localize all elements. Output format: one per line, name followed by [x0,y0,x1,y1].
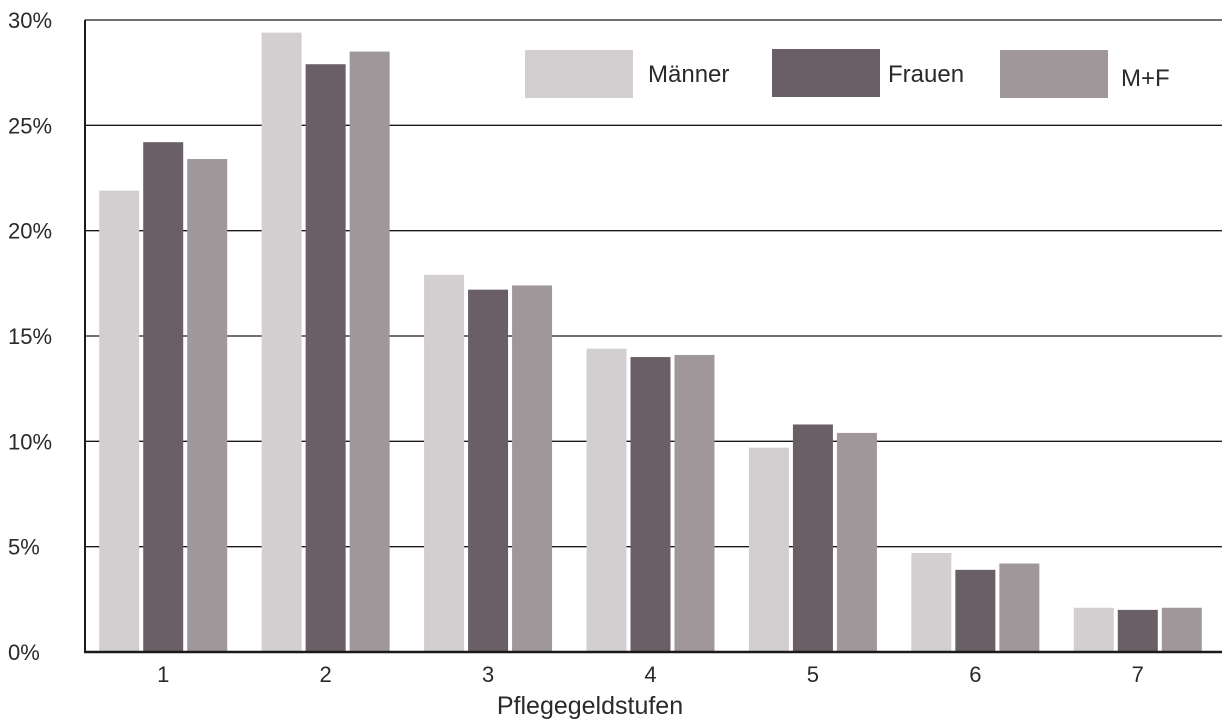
bar-m-f-3 [512,285,553,652]
legend-label: M+F [1121,65,1170,92]
x-tick-label: 2 [320,662,332,687]
bar-m-f-6 [999,563,1040,652]
x-axis-tick-labels: 1 2 3 4 5 6 7 [157,662,1144,687]
x-tick-label: 1 [157,662,169,687]
bar-m-f-2 [349,51,390,653]
bar-m-nner-2 [261,32,302,652]
bar-m-nner-3 [424,274,465,652]
bar-frauen-1 [143,142,184,653]
bar-frauen-2 [305,64,346,653]
y-tick-label: 10% [8,429,52,454]
y-tick-label: 20% [8,219,52,244]
legend-swatch-m-f [1000,50,1108,98]
y-tick-label: 0% [8,640,40,665]
y-tick-label: 15% [8,324,52,349]
y-tick-label: 5% [8,535,40,560]
legend-label: Männer [648,61,729,88]
x-tick-label: 6 [969,662,981,687]
bar-m-nner-6 [911,552,952,652]
x-tick-label: 3 [482,662,494,687]
bar-frauen-4 [630,357,671,652]
bar-m-f-1 [187,159,228,653]
x-tick-label: 5 [807,662,819,687]
axes [84,20,1222,654]
x-tick-label: 7 [1132,662,1144,687]
bars [99,32,1202,653]
x-axis-label: Pflegegeldstufen [497,692,683,720]
y-tick-label: 30% [8,8,52,33]
legend-swatch-frauen [772,49,880,97]
legend-label: Frauen [888,61,964,88]
bar-frauen-5 [792,424,833,652]
bar-m-nner-1 [99,190,140,652]
bar-m-f-7 [1161,607,1202,652]
bar-m-f-5 [836,432,877,652]
legend: Männer Frauen M+F [525,49,1170,98]
bar-m-nner-5 [748,447,789,652]
y-tick-label: 25% [8,113,52,138]
bar-frauen-3 [468,289,509,652]
bar-m-nner-7 [1073,607,1114,652]
bar-m-f-4 [674,354,715,652]
legend-swatch-m-nner [525,50,633,98]
bar-m-nner-4 [586,348,627,652]
bar-frauen-6 [955,569,996,652]
y-axis-tick-labels: 0% 5% 10% 15% 20% 25% 30% [8,8,52,665]
bar-frauen-7 [1117,609,1158,652]
x-tick-label: 4 [644,662,656,687]
